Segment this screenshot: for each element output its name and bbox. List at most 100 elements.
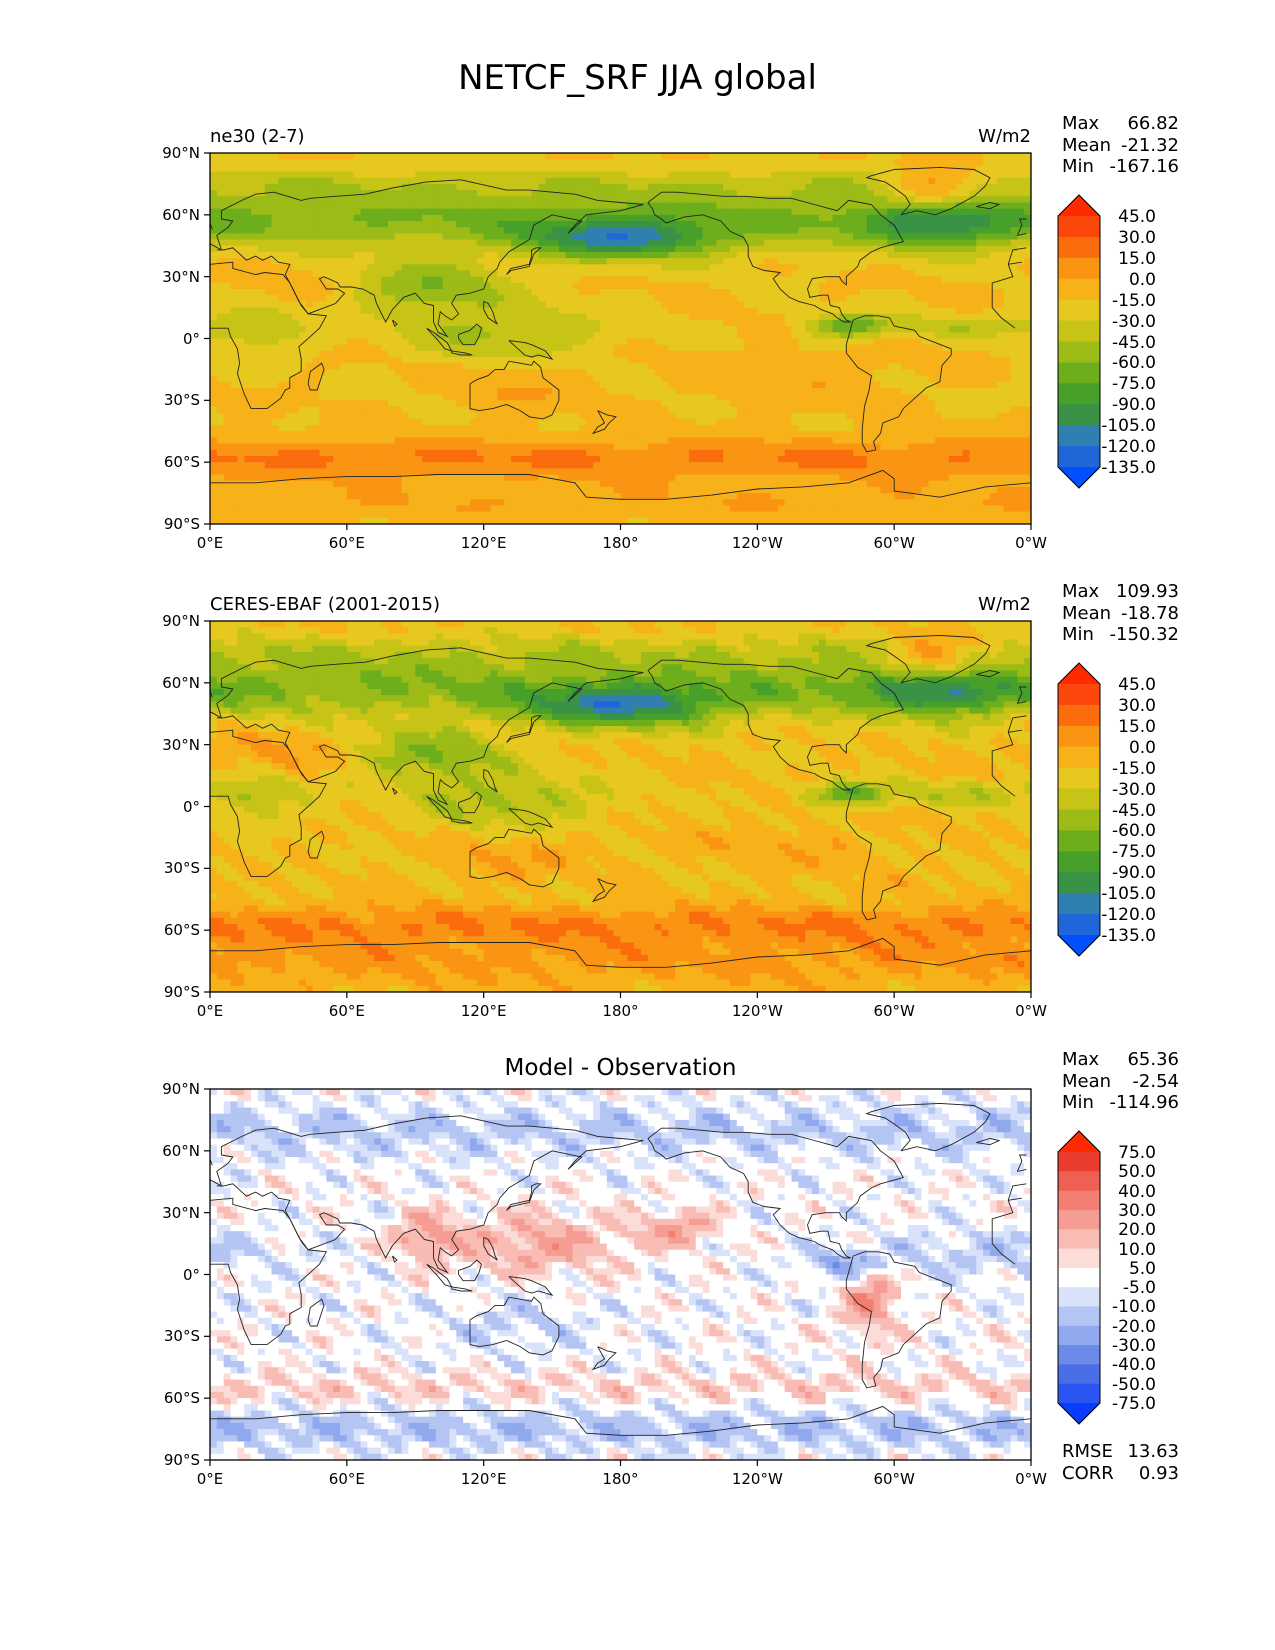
- field-cell: [326, 264, 334, 272]
- field-cell: [948, 326, 957, 333]
- field-cell: [257, 183, 266, 191]
- field-cell: [463, 153, 471, 160]
- field-cell: [339, 319, 348, 327]
- field-cell: [312, 183, 321, 191]
- field-cell: [928, 227, 936, 234]
- field-cell: [627, 350, 635, 358]
- field-cell: [374, 295, 382, 302]
- field-cell: [661, 165, 669, 173]
- field-cell: [620, 233, 628, 241]
- field-cell: [709, 159, 717, 166]
- field-cell: [668, 381, 676, 389]
- field-cell: [401, 227, 410, 234]
- field-cell: [298, 214, 307, 222]
- field-cell: [422, 208, 430, 216]
- field-cell: [996, 289, 1005, 296]
- field-cell: [996, 387, 1005, 395]
- field-cell: [346, 276, 355, 284]
- field-cell: [764, 183, 772, 191]
- field-cell: [326, 239, 334, 247]
- field-cell: [271, 208, 280, 216]
- field-cell: [901, 375, 909, 383]
- field-cell: [1017, 344, 1025, 352]
- field-cell: [374, 350, 382, 358]
- field-cell: [251, 326, 259, 333]
- field-cell: [428, 202, 437, 210]
- field-cell: [709, 319, 717, 327]
- field-cell: [360, 363, 368, 371]
- field-cell: [374, 326, 382, 333]
- field-cell: [620, 165, 628, 173]
- field-cell: [647, 369, 656, 377]
- field-cell: [791, 177, 799, 185]
- field-cell: [230, 227, 238, 234]
- field-cell: [483, 344, 492, 352]
- field-cell: [825, 301, 834, 309]
- field-cell: [244, 196, 252, 204]
- field-cell: [285, 350, 293, 358]
- field-cell: [298, 394, 307, 401]
- field-cell: [210, 208, 218, 216]
- field-cell: [422, 165, 430, 173]
- field-cell: [921, 233, 929, 241]
- field-cell: [572, 387, 581, 395]
- field-cell: [333, 394, 341, 401]
- field-cell: [251, 381, 259, 389]
- field-cell: [798, 375, 806, 383]
- field-cell: [832, 307, 841, 315]
- field-cell: [264, 400, 273, 408]
- field-cell: [449, 202, 457, 210]
- field-cell: [442, 350, 451, 358]
- field-cell: [483, 171, 492, 179]
- field-cell: [531, 190, 539, 197]
- field-cell: [873, 227, 882, 234]
- field-cell: [298, 338, 307, 346]
- field-cell: [319, 313, 327, 321]
- field-cell: [401, 245, 410, 253]
- field-cell: [531, 270, 539, 278]
- field-cell: [210, 183, 218, 191]
- field-cell: [545, 394, 553, 401]
- field-cell: [278, 258, 286, 265]
- field-cell: [750, 165, 758, 173]
- field-cell: [1003, 350, 1012, 358]
- field-cell: [497, 276, 505, 284]
- field-cell: [682, 357, 690, 364]
- field-cell: [394, 165, 403, 173]
- field-cell: [497, 363, 505, 371]
- field-cell: [606, 221, 615, 228]
- field-cell: [948, 350, 957, 358]
- field-cell: [976, 177, 984, 185]
- field-cell: [901, 177, 909, 185]
- field-cell: [339, 214, 348, 222]
- field-cell: [511, 208, 519, 216]
- field-cell: [449, 190, 457, 197]
- field-cell: [374, 208, 382, 216]
- field-cell: [339, 326, 348, 333]
- field-cell: [771, 153, 779, 160]
- field-cell: [613, 239, 622, 247]
- field-cell: [695, 196, 704, 204]
- field-cell: [599, 369, 608, 377]
- field-cell: [298, 227, 307, 234]
- field-cell: [771, 338, 779, 346]
- field-cell: [743, 338, 752, 346]
- field-cell: [312, 387, 321, 395]
- field-cell: [449, 177, 457, 185]
- field-cell: [812, 289, 820, 296]
- field-cell: [511, 239, 519, 247]
- field-cell: [942, 153, 950, 160]
- field-cell: [435, 165, 444, 173]
- field-cell: [463, 369, 471, 377]
- field-cell: [381, 344, 389, 352]
- field-cell: [285, 369, 293, 377]
- field-cell: [702, 375, 711, 383]
- field-cell: [394, 171, 403, 179]
- field-cell: [812, 233, 820, 241]
- field-cell: [428, 289, 437, 296]
- field-cell: [907, 251, 916, 259]
- field-cell: [230, 289, 238, 296]
- field-cell: [312, 276, 321, 284]
- field-cell: [524, 369, 533, 377]
- field-cell: [866, 171, 875, 179]
